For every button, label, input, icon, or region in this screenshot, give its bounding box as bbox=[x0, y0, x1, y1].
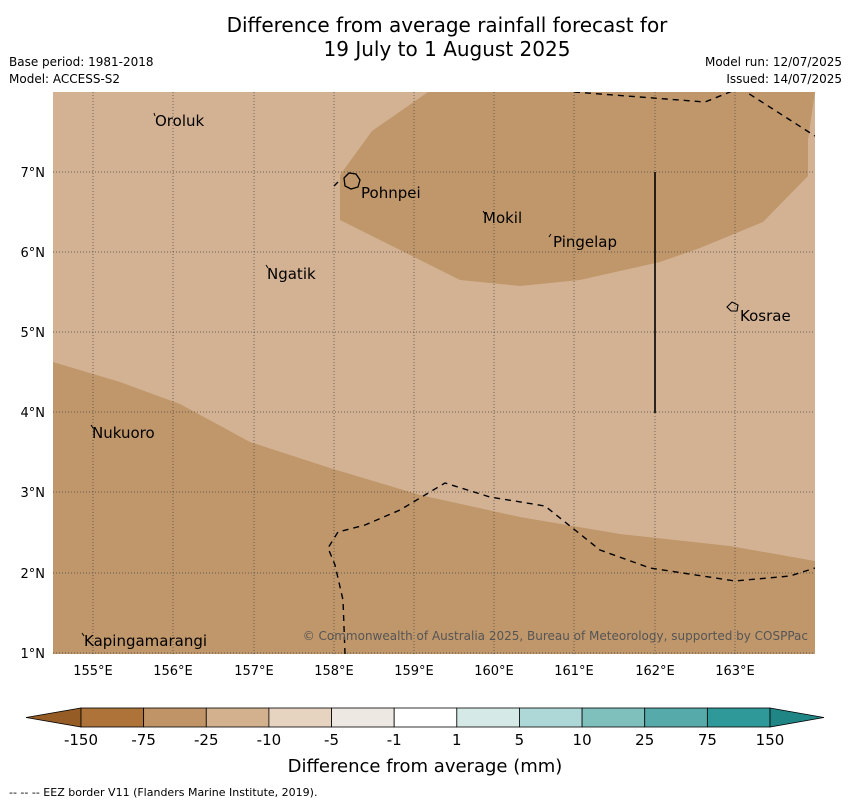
colorbar-tick-label: -1 bbox=[387, 731, 402, 749]
label-mokil: Mokil bbox=[483, 209, 522, 227]
x-tick-163e: 163°E bbox=[715, 664, 755, 679]
x-tick-155e: 155°E bbox=[73, 664, 113, 679]
north-mid-region bbox=[340, 92, 815, 286]
label-pingelap: Pingelap bbox=[553, 233, 617, 251]
title-line-2: 19 July to 1 August 2025 bbox=[323, 37, 571, 61]
y-tick-7n: 7°N bbox=[21, 166, 46, 181]
x-tick-160e: 160°E bbox=[474, 664, 514, 679]
colorbar-extend-high bbox=[769, 707, 825, 728]
colorbar-tick-label: -150 bbox=[64, 731, 98, 749]
y-tick-4n: 4°N bbox=[21, 406, 46, 421]
colorbar-bin bbox=[706, 707, 771, 728]
label-kosrae: Kosrae bbox=[740, 307, 791, 325]
y-tick-1n: 1°N bbox=[21, 647, 46, 662]
colorbar-title: Difference from average (mm) bbox=[288, 756, 563, 777]
colorbar-bin bbox=[331, 707, 395, 728]
colorbar-bin bbox=[268, 707, 332, 728]
model-run: Model run: 12/07/2025 bbox=[704, 55, 842, 69]
issued-date: Issued: 14/07/2025 bbox=[726, 72, 842, 86]
x-tick-159e: 159°E bbox=[394, 664, 434, 679]
label-pohnpei: Pohnpei bbox=[361, 184, 421, 202]
y-axis-labels: 7°N 6°N 5°N 4°N 3°N 2°N 1°N bbox=[21, 166, 46, 662]
colorbar-tick-label: -75 bbox=[131, 731, 156, 749]
eez-legend-note: -- -- -- EEZ border V11 (Flanders Marine… bbox=[9, 786, 318, 799]
map-title: Difference from average rainfall forecas… bbox=[0, 13, 850, 61]
eez-border bbox=[327, 92, 815, 654]
x-tick-156e: 156°E bbox=[153, 664, 193, 679]
colorbar-tick-label: 75 bbox=[698, 731, 717, 749]
x-tick-157e: 157°E bbox=[234, 664, 274, 679]
colorbar-bin bbox=[143, 707, 207, 728]
x-tick-158e: 158°E bbox=[314, 664, 354, 679]
title-line-1: Difference from average rainfall forecas… bbox=[226, 13, 668, 37]
y-tick-2n: 2°N bbox=[21, 567, 46, 582]
colorbar-tick-label: -25 bbox=[194, 731, 219, 749]
colorbar-bin bbox=[581, 707, 646, 728]
meta-right: Model run: 12/07/2025 Issued: 14/07/2025 bbox=[705, 54, 842, 88]
colorbar-tick-label: -5 bbox=[324, 731, 339, 749]
colorbar bbox=[25, 707, 825, 728]
atoll-marks bbox=[81, 112, 552, 637]
colorbar-bin bbox=[644, 707, 708, 728]
south-mid-region bbox=[53, 362, 815, 654]
meta-left: Base period: 1981-2018 Model: ACCESS-S2 bbox=[9, 54, 154, 88]
label-nukuoro: Nukuoro bbox=[92, 424, 155, 442]
y-tick-6n: 6°N bbox=[21, 246, 46, 261]
colorbar-labels: -150 -75 -25 -10 -5 -1 1 5 10 25 75 150 bbox=[64, 731, 784, 749]
colorbar-tick-label: 5 bbox=[515, 731, 525, 749]
model-name: Model: ACCESS-S2 bbox=[9, 72, 121, 86]
kosrae-island bbox=[726, 301, 739, 312]
colorbar-bin bbox=[80, 707, 145, 728]
x-axis-labels: 155°E 156°E 157°E 158°E 159°E 160°E 161°… bbox=[73, 664, 755, 679]
label-kapingamarangi: Kapingamarangi bbox=[84, 632, 207, 650]
map-area: Oroluk Pohnpei Mokil Pingelap Ngatik Kos… bbox=[53, 92, 815, 654]
label-ngatik: Ngatik bbox=[267, 265, 316, 283]
label-oroluk: Oroluk bbox=[155, 112, 204, 130]
y-tick-5n: 5°N bbox=[21, 326, 46, 341]
x-tick-161e: 161°E bbox=[554, 664, 594, 679]
colorbar-bin bbox=[456, 707, 520, 728]
colorbar-tick-label: 1 bbox=[452, 731, 462, 749]
colorbar-extend-low bbox=[25, 707, 82, 728]
colorbar-bin bbox=[519, 707, 583, 728]
copyright-notice: © Commonwealth of Australia 2025, Bureau… bbox=[303, 629, 808, 643]
colorbar-tick-label: -10 bbox=[257, 731, 282, 749]
base-period: Base period: 1981-2018 bbox=[9, 55, 154, 69]
colorbar-tick-label: 10 bbox=[573, 731, 592, 749]
colorbar-bin bbox=[205, 707, 270, 728]
colorbar-tick-label: 150 bbox=[756, 731, 785, 749]
x-tick-162e: 162°E bbox=[635, 664, 675, 679]
colorbar-bin bbox=[393, 707, 458, 728]
y-tick-3n: 3°N bbox=[21, 486, 46, 501]
pohnpei-island bbox=[343, 172, 361, 190]
colorbar-tick-label: 25 bbox=[635, 731, 654, 749]
